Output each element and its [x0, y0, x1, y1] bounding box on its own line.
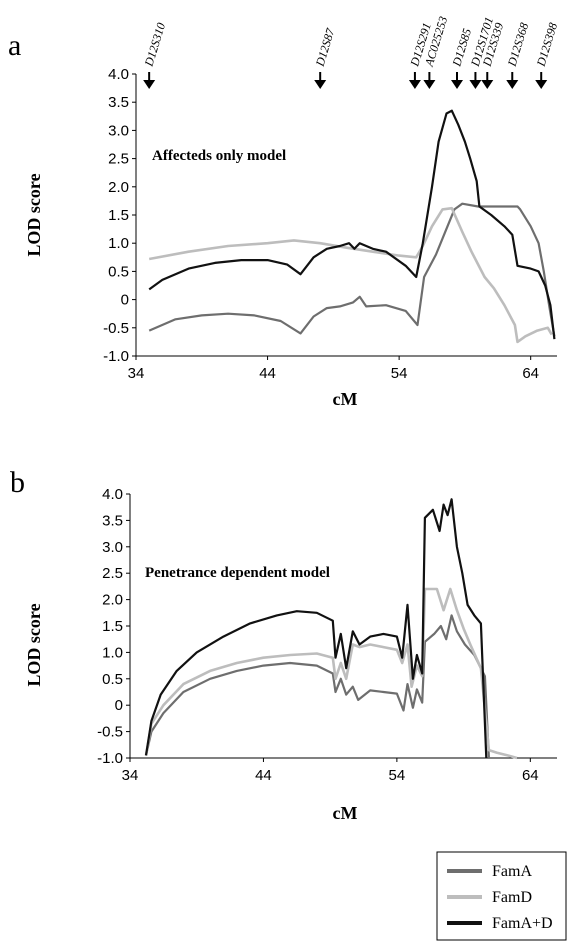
panel-label-b: b	[10, 466, 25, 499]
series-group-a	[148, 109, 556, 344]
y-tick-label: -0.5	[97, 724, 123, 741]
x-tick-label: 44	[259, 365, 276, 382]
x-tick-label: 54	[391, 365, 408, 382]
series-line-fama-d	[148, 109, 556, 340]
panel-b: b -1.0 -0.5 0 0.5 1.0 1.5 2.0 2.5 3.0 3.5 4.0 34 44…	[10, 466, 557, 823]
y-tick-label: 2.5	[108, 151, 129, 168]
series-line-famd	[144, 587, 518, 760]
series-line-famd	[148, 206, 553, 344]
x-axis-title-b: cM	[333, 803, 358, 823]
x-ticks-b: 34 44 54 64	[122, 758, 539, 784]
series-line-fama-d	[144, 498, 488, 759]
y-tick-label: 3.5	[102, 512, 123, 529]
marker-arrow-head	[469, 80, 482, 89]
y-ticks-a: -1.0 -0.5 0 0.5 1.0 1.5 2.0 2.5 3.0 3.5 4.0	[103, 66, 136, 365]
x-tick-label: 34	[122, 767, 139, 784]
marker-label: D12S87	[312, 26, 337, 69]
legend-label: FamA	[492, 863, 532, 880]
marker-arrow-head	[314, 80, 327, 89]
y-tick-label: 4.0	[102, 486, 123, 503]
annotation-a: Affecteds only model	[152, 148, 286, 164]
y-tick-label: 0.5	[108, 263, 129, 280]
y-tick-label: -0.5	[103, 320, 129, 337]
legend: FamA FamD FamA+D	[436, 851, 567, 941]
y-axis-title-a: LOD score	[24, 173, 44, 256]
y-tick-label: 1.5	[108, 207, 129, 224]
marker-arrow-head	[481, 80, 494, 89]
marker-arrow-head	[451, 80, 464, 89]
x-tick-label: 54	[389, 767, 406, 784]
x-tick-label: 44	[255, 767, 272, 784]
y-axis-title-b: LOD score	[24, 603, 44, 686]
y-tick-label: 0.5	[102, 671, 123, 688]
legend-label: FamD	[492, 889, 532, 906]
y-tick-label: 2.0	[108, 179, 129, 196]
annotation-b: Penetrance dependent model	[145, 565, 330, 581]
series-group-b	[144, 498, 518, 760]
marker-arrow-head	[506, 80, 519, 89]
y-ticks-b: -1.0 -0.5 0 0.5 1.0 1.5 2.0 2.5 3.0 3.5 4.0	[97, 486, 130, 767]
series-line-fama	[144, 614, 490, 759]
y-tick-label: 0	[121, 292, 129, 309]
y-tick-label: 3.5	[108, 94, 129, 111]
y-tick-label: 3.0	[108, 122, 129, 139]
x-tick-label: 34	[128, 365, 145, 382]
marker-label: D12S398	[533, 21, 560, 69]
marker-arrow-head	[143, 80, 156, 89]
y-tick-label: 1.0	[102, 644, 123, 661]
series-line-fama	[148, 202, 556, 337]
y-tick-label: -1.0	[103, 348, 129, 365]
y-tick-label: 4.0	[108, 66, 129, 83]
y-tick-label: -1.0	[97, 750, 123, 767]
x-ticks-a: 34 44 54 64	[128, 356, 539, 382]
y-tick-label: 1.0	[108, 235, 129, 252]
panel-label-a: a	[8, 29, 21, 62]
y-tick-label: 0	[115, 697, 123, 714]
marker-label: D12S310	[141, 21, 168, 69]
marker-arrow-head	[535, 80, 548, 89]
y-tick-label: 3.0	[102, 539, 123, 556]
x-tick-label: 64	[522, 767, 539, 784]
marker-arrow-head	[408, 80, 421, 89]
x-axis-title-a: cM	[333, 389, 358, 409]
legend-label: FamA+D	[492, 915, 553, 932]
y-tick-label: 1.5	[102, 618, 123, 635]
y-tick-label: 2.0	[102, 592, 123, 609]
x-tick-label: 64	[522, 365, 539, 382]
y-tick-label: 2.5	[102, 565, 123, 582]
marker-arrow-head	[423, 80, 436, 89]
marker-label: D12S368	[504, 21, 531, 69]
